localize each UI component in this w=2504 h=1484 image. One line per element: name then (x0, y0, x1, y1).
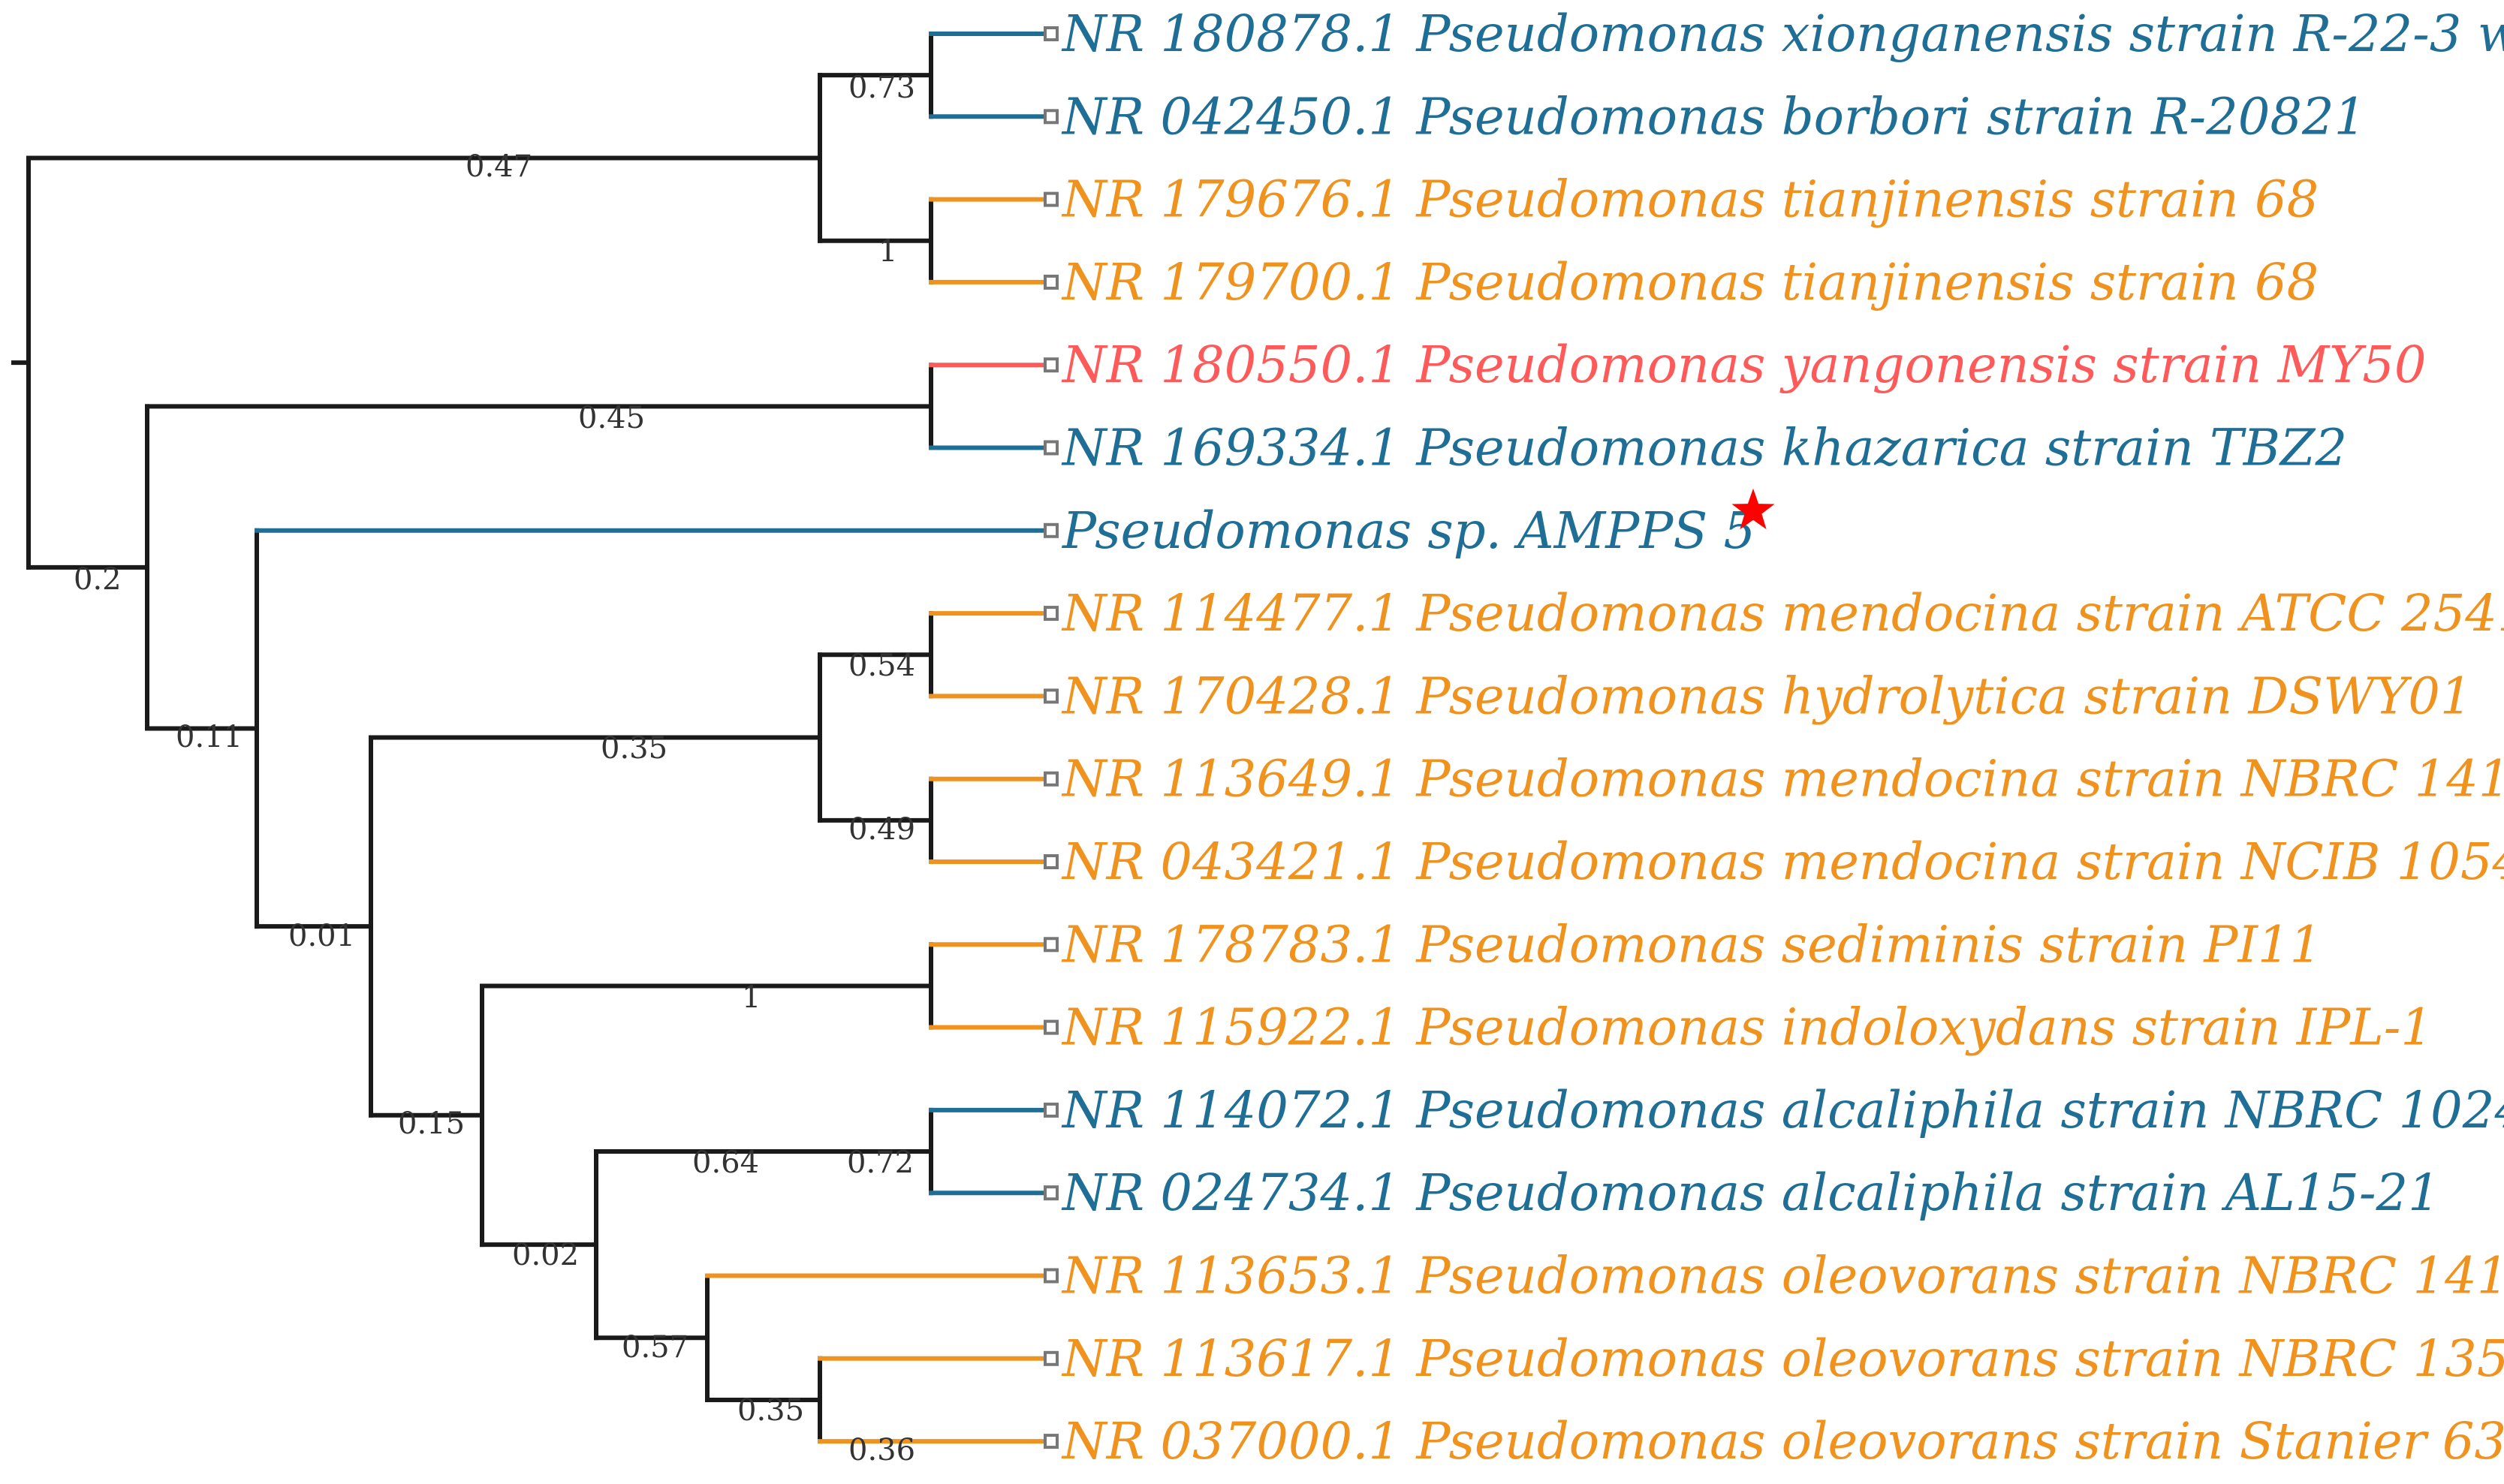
support-value: 0.15 (398, 1106, 465, 1141)
support-value: 0.36 (848, 1433, 915, 1467)
leaf-label: Pseudomonas sp. AMPPS 5 (1061, 501, 1755, 560)
support-value: 0.64 (692, 1145, 759, 1180)
support-value: 0.57 (622, 1330, 689, 1365)
tip-marker (1044, 1185, 1059, 1201)
support-value: 0.45 (578, 401, 645, 435)
leaf-label: NR 114477.1 Pseudomonas mendocina strain… (1061, 584, 2504, 643)
leaf-label: NR 179676.1 Pseudomonas tianjinensis str… (1061, 170, 2319, 229)
support-value: 1 (742, 980, 761, 1015)
support-value: 0.47 (466, 149, 532, 184)
leaf-label: NR 115922.1 Pseudomonas indoloxydans str… (1061, 998, 2433, 1057)
tip-marker (1044, 357, 1059, 373)
support-value: 0.02 (512, 1238, 579, 1272)
tip-marker (1044, 522, 1059, 538)
leaf-label: NR 113653.1 Pseudomonas oleovorans strai… (1061, 1247, 2504, 1305)
support-value: 0.72 (847, 1145, 914, 1180)
leaf-label: NR 180878.1 Pseudomonas xionganensis str… (1061, 5, 2504, 63)
tip-marker (1044, 1434, 1059, 1449)
tip-marker (1044, 274, 1059, 290)
leaf-label: NR 024734.1 Pseudomonas alcaliphila stra… (1061, 1163, 2440, 1222)
tip-marker (1044, 1102, 1059, 1118)
support-value: 0.54 (848, 649, 915, 683)
tip-marker (1044, 1350, 1059, 1366)
leaf-label: NR 180550.1 Pseudomonas yangonensis stra… (1061, 336, 2427, 394)
leaf-label: NR 037000.1 Pseudomonas oleovorans strai… (1061, 1412, 2504, 1470)
tip-marker (1044, 440, 1059, 456)
leaf-label: NR 042450.1 Pseudomonas borbori strain R… (1061, 87, 2366, 146)
leaf-label: NR 169334.1 Pseudomonas khazarica strain… (1061, 419, 2347, 477)
tip-marker (1044, 688, 1059, 704)
tip-marker (1044, 191, 1059, 207)
tip-marker (1044, 26, 1059, 41)
tip-marker (1044, 854, 1059, 869)
support-value: 0.2 (74, 562, 122, 597)
leaf-label: NR 170428.1 Pseudomonas hydrolytica stra… (1061, 667, 2472, 725)
tip-marker (1044, 1268, 1059, 1284)
support-value: 0.35 (737, 1393, 804, 1428)
star-icon (1731, 488, 1775, 530)
support-value: 0.35 (601, 731, 667, 766)
tip-marker (1044, 771, 1059, 787)
support-value: 0.49 (848, 812, 915, 847)
leaf-label: NR 178783.1 Pseudomonas sediminis strain… (1061, 915, 2322, 974)
leaf-label: NR 043421.1 Pseudomonas mendocina strain… (1061, 832, 2504, 891)
tip-marker (1044, 937, 1059, 953)
leaf-label: NR 113617.1 Pseudomonas oleovorans strai… (1061, 1329, 2504, 1388)
leaf-label: NR 179700.1 Pseudomonas tianjinensis str… (1061, 253, 2319, 312)
tip-marker (1044, 1019, 1059, 1035)
tip-marker (1044, 109, 1059, 125)
leaf-label: NR 114072.1 Pseudomonas alcaliphila stra… (1061, 1081, 2504, 1139)
support-value: 0.11 (176, 720, 243, 754)
support-value: 1 (878, 234, 897, 269)
support-value: 0.73 (848, 71, 915, 105)
tip-marker (1044, 606, 1059, 622)
support-value: 0.01 (288, 919, 355, 953)
leaf-label: NR 113649.1 Pseudomonas mendocina strain… (1061, 750, 2504, 808)
